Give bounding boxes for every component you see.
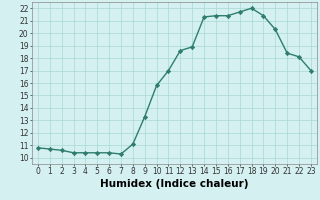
X-axis label: Humidex (Indice chaleur): Humidex (Indice chaleur) (100, 179, 249, 189)
